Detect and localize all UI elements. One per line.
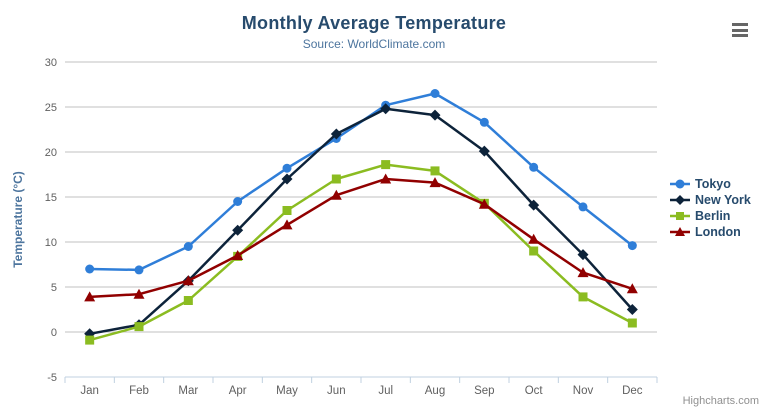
legend-item-new-york[interactable]: New York [670, 192, 751, 208]
data-point-marker [626, 283, 638, 294]
y-axis-tick-label: 5 [51, 282, 57, 294]
hamburger-menu-icon [732, 23, 748, 26]
diamond-legend-marker-icon [670, 195, 690, 205]
data-point-marker [282, 206, 292, 215]
series-line-london [88, 177, 634, 299]
data-point-marker [528, 233, 540, 244]
x-axis-tick-label: Aug [425, 385, 445, 397]
data-point-marker [529, 162, 539, 172]
y-axis-tick-label: 30 [45, 57, 57, 69]
triangle-legend-marker-icon [670, 227, 690, 236]
y-axis-tick-label: 10 [45, 237, 57, 249]
x-axis-tick-label: Feb [129, 385, 149, 397]
data-point-marker [381, 160, 391, 170]
square-legend-marker-icon [670, 212, 690, 220]
data-point-marker [232, 250, 244, 260]
circle-legend-marker-icon [670, 179, 690, 189]
x-axis-tick-label: May [276, 385, 298, 397]
data-point-marker [281, 173, 293, 185]
series-line-new-york [88, 107, 634, 336]
data-point-marker [282, 163, 292, 173]
legend-label: Tokyo [695, 177, 731, 191]
data-point-marker [430, 166, 440, 176]
data-point-marker [429, 109, 441, 121]
y-axis-tick-label: 20 [45, 147, 57, 159]
series-london[interactable] [84, 173, 638, 302]
data-point-marker [84, 291, 96, 302]
data-point-marker [183, 242, 193, 251]
y-axis-title: Temperature (°C) [11, 171, 25, 268]
chart-subtitle: Source: WorldClimate.com [302, 37, 446, 51]
y-axis-tick-label: 15 [45, 192, 57, 204]
y-axis-tick-label: 25 [45, 102, 57, 114]
data-point-marker [380, 103, 392, 115]
x-axis-tick-label: Nov [573, 385, 594, 397]
data-point-marker [233, 197, 243, 206]
x-axis-tick-label: Oct [525, 385, 544, 397]
data-point-marker [183, 296, 193, 305]
y-axis-tick-label: 0 [51, 327, 57, 339]
data-point-marker [528, 199, 540, 211]
x-axis-tick-label: Apr [229, 385, 247, 397]
series-line-berlin [88, 163, 634, 342]
data-point-marker [577, 249, 589, 261]
data-point-marker [626, 304, 638, 315]
legend-item-tokyo[interactable]: Tokyo [670, 176, 751, 192]
data-point-marker [577, 267, 589, 278]
x-axis-tick-label: Jul [378, 385, 393, 397]
data-point-marker [479, 117, 489, 127]
x-axis-tick-label: Jan [80, 385, 99, 397]
data-point-marker [578, 202, 588, 212]
series-new-york[interactable] [84, 103, 638, 340]
data-point-marker [330, 128, 342, 140]
x-axis-tick-label: Mar [178, 385, 198, 397]
legend-label: New York [695, 193, 751, 207]
legend: Tokyo New York Berlin London [670, 176, 751, 240]
chart-title: Monthly Average Temperature [241, 13, 507, 33]
legend-label: Berlin [695, 209, 731, 223]
data-point-marker [330, 189, 342, 200]
data-point-marker [331, 174, 341, 184]
series-line-tokyo [88, 92, 634, 272]
data-point-marker [133, 288, 145, 299]
data-point-marker [232, 224, 244, 236]
data-point-marker [182, 275, 194, 286]
data-point-marker [430, 89, 440, 98]
series-tokyo[interactable] [85, 89, 637, 275]
legend-item-london[interactable]: London [670, 224, 751, 240]
data-point-marker [85, 264, 95, 274]
data-point-marker [85, 335, 95, 345]
data-point-marker [134, 322, 144, 332]
legend-item-berlin[interactable]: Berlin [670, 208, 751, 224]
highcharts-credits-link[interactable]: Highcharts.com [682, 395, 759, 407]
data-point-marker [134, 265, 144, 275]
data-point-marker [478, 198, 490, 209]
data-point-marker [281, 219, 293, 230]
data-point-marker [429, 177, 441, 188]
data-point-marker [478, 145, 490, 157]
data-point-marker [627, 318, 637, 328]
data-point-marker [627, 241, 637, 251]
y-axis-tick-label: -5 [47, 372, 57, 384]
data-point-marker [380, 173, 392, 184]
legend-label: London [695, 225, 741, 239]
x-axis-tick-label: Dec [622, 385, 643, 397]
data-point-marker [578, 292, 588, 302]
x-axis-tick-label: Sep [474, 385, 494, 397]
data-point-marker [529, 246, 539, 256]
export-menu-button[interactable] [731, 22, 749, 38]
x-axis-tick-label: Jun [327, 385, 346, 397]
